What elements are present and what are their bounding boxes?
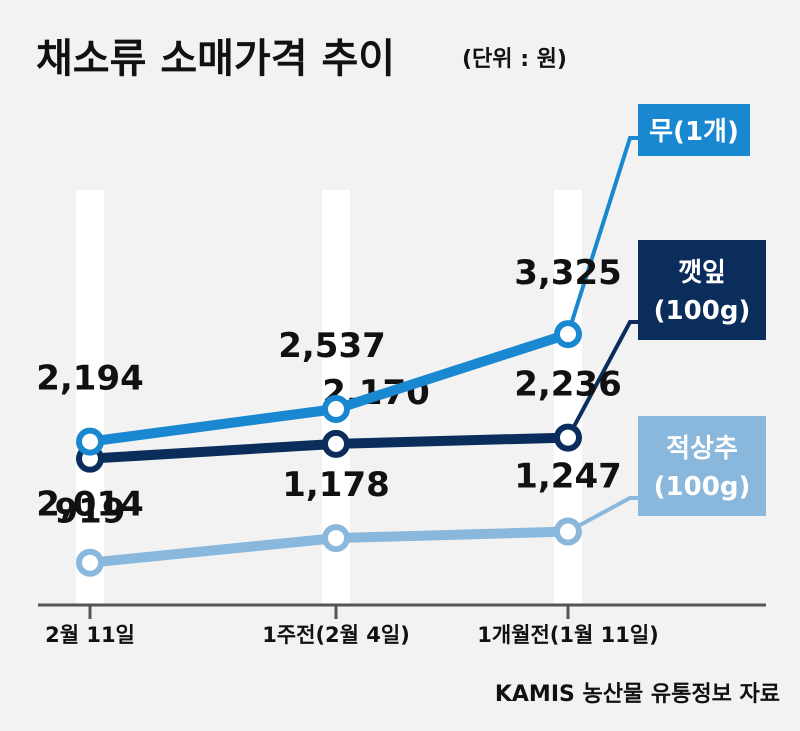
data-point xyxy=(76,427,104,456)
chart-title: 채소류 소매가격 추이 xyxy=(36,36,395,82)
data-point xyxy=(554,320,582,349)
data-point xyxy=(554,423,582,452)
legend-label: 적상추 xyxy=(666,434,738,464)
data-label: 1,178 xyxy=(282,465,390,505)
data-point xyxy=(76,548,104,577)
legend-label: (100g) xyxy=(654,472,751,502)
data-label: 919 xyxy=(55,492,126,532)
data-point xyxy=(322,524,350,553)
data-label: 2,014 xyxy=(36,485,144,525)
legend-connector xyxy=(566,136,638,335)
legend-box xyxy=(638,416,766,516)
unit-label: (단위 : 원) xyxy=(462,47,567,72)
legend-label: (100g) xyxy=(654,296,751,326)
data-label: 2,194 xyxy=(36,359,144,399)
data-point xyxy=(322,429,350,458)
data-label: 1,247 xyxy=(514,457,622,497)
data-point xyxy=(322,394,350,423)
x-tick-label: 1주전(2월 4일) xyxy=(262,623,410,647)
x-tick-label: 1개월전(1월 11일) xyxy=(477,623,659,647)
legend-connector xyxy=(567,496,638,534)
legend-box xyxy=(638,104,750,156)
data-label: 2,537 xyxy=(278,326,386,366)
data-label: 3,325 xyxy=(514,253,622,293)
legend-label: 무(1개) xyxy=(649,117,739,147)
x-tick-label: 2월 11일 xyxy=(45,623,135,647)
guide-band xyxy=(76,190,104,605)
data-point xyxy=(554,517,582,546)
legend-connector xyxy=(566,320,638,439)
legend-box xyxy=(638,240,766,340)
legend-label: 깻잎 xyxy=(678,258,726,288)
source-note: KAMIS 농산물 유통정보 자료 xyxy=(495,682,780,707)
plot-area: 2월 11일 1주전(2월 4일) 1개월전(1월 11일) 919 1,178 1,24… xyxy=(36,104,766,647)
data-label: 2,236 xyxy=(514,365,622,405)
